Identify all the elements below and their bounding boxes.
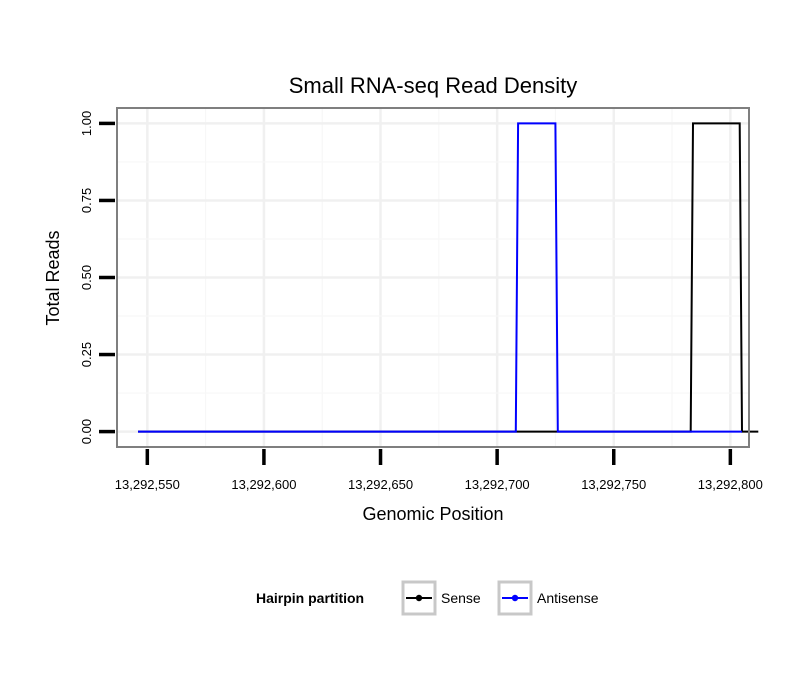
y-tick-label: 0.75 — [79, 188, 94, 213]
legend-key-point — [511, 594, 519, 602]
panel-border — [116, 107, 750, 448]
x-tick-label: 13,292,750 — [581, 477, 646, 492]
x-tick-label: 13,292,800 — [698, 477, 763, 492]
y-axis: 0.00 0.25 0.50 0.75 1.00 — [79, 111, 115, 444]
x-axis-title: Genomic Position — [362, 504, 503, 524]
series-lines — [138, 122, 759, 433]
chart-title: Small RNA-seq Read Density — [289, 73, 578, 98]
x-tick-label: 13,292,600 — [231, 477, 296, 492]
legend-items: Sense Antisense — [401, 580, 599, 616]
y-axis-title: Total Reads — [43, 230, 63, 325]
series-line-antisense — [138, 122, 742, 433]
legend-key-point — [415, 594, 423, 602]
legend-title: Hairpin partition — [256, 590, 364, 606]
y-tick-label: 0.00 — [79, 419, 94, 444]
y-tick-label: 1.00 — [79, 111, 94, 136]
x-tick-label: 13,292,700 — [465, 477, 530, 492]
legend: Hairpin partition Sense Antisense — [256, 580, 599, 616]
gridlines — [117, 108, 749, 447]
y-tick-label: 0.50 — [79, 265, 94, 290]
legend-label-antisense: Antisense — [537, 590, 599, 606]
x-tick-label: 13,292,650 — [348, 477, 413, 492]
legend-label-sense: Sense — [441, 590, 481, 606]
x-tick-label: 13,292,550 — [115, 477, 180, 492]
x-axis: 13,292,550 13,292,600 13,292,650 13,292,700… — [115, 449, 763, 492]
y-tick-label: 0.25 — [79, 342, 94, 367]
